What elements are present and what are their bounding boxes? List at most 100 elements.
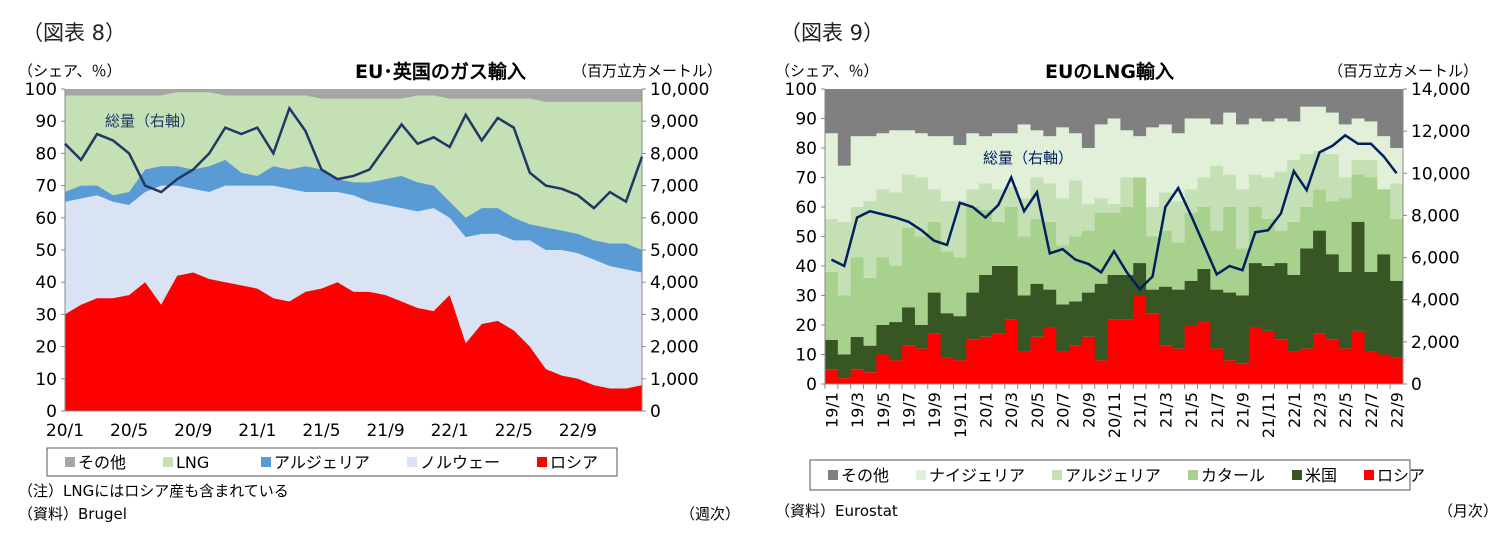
bar-segment-5 xyxy=(914,89,929,134)
bar-segment-2 xyxy=(1171,242,1186,290)
bar-segment-4 xyxy=(1338,124,1353,178)
bar-segment-5 xyxy=(1133,89,1147,137)
bar-segment-0 xyxy=(1081,336,1096,384)
bar-segment-5 xyxy=(1210,89,1224,125)
legend-swatch xyxy=(1364,470,1374,480)
bar-segment-1 xyxy=(1146,289,1160,314)
bar-segment-5 xyxy=(1081,89,1096,148)
left-tick-label: 100 xyxy=(25,80,57,100)
bar-segment-1 xyxy=(902,307,916,346)
bar-segment-2 xyxy=(979,209,993,275)
bar-segment-1 xyxy=(991,266,1006,334)
bar-segment-1 xyxy=(914,325,929,349)
bar-segment-2 xyxy=(1274,230,1288,264)
legend-label: カタール xyxy=(1201,466,1265,485)
bar-segment-4 xyxy=(1274,118,1288,172)
left-tick-label: 60 xyxy=(35,209,57,229)
bar-segment-1 xyxy=(979,274,993,337)
bar-segment-2 xyxy=(1364,177,1378,272)
bar-segment-1 xyxy=(876,325,890,355)
bar-segment-5 xyxy=(1300,89,1314,107)
bar-segment-0 xyxy=(1274,339,1288,384)
left-tick-label: 40 xyxy=(795,257,817,277)
right-tick-label: 3,000 xyxy=(650,305,699,325)
bar-segment-1 xyxy=(1351,221,1365,331)
bar-segment-2 xyxy=(914,236,929,325)
bar-segment-0 xyxy=(940,357,954,384)
bar-segment-0 xyxy=(1236,363,1250,384)
bar-segment-4 xyxy=(1094,124,1109,199)
bar-segment-0 xyxy=(1120,319,1134,384)
bar-segment-5 xyxy=(1236,89,1250,125)
legend-swatch xyxy=(65,457,75,467)
bar-segment-3 xyxy=(1300,153,1314,207)
x-tick-label: 21/5 xyxy=(302,421,340,441)
x-tick-label: 20/1 xyxy=(46,421,84,441)
bar-segment-3 xyxy=(1069,180,1083,237)
right-tick-label: 4,000 xyxy=(1411,291,1460,311)
bar-segment-0 xyxy=(1171,348,1186,384)
legend-label: ノルウェー xyxy=(420,453,500,472)
bar-segment-2 xyxy=(1107,212,1121,275)
bar-segment-4 xyxy=(1069,133,1083,181)
bar-segment-1 xyxy=(1300,248,1314,349)
bar-segment-3 xyxy=(1146,207,1160,237)
bar-segment-2 xyxy=(1313,189,1327,231)
bar-segment-4 xyxy=(1364,121,1378,160)
bar-segment-3 xyxy=(953,201,967,258)
left-tick-label: 90 xyxy=(35,112,57,132)
left-tick-label: 80 xyxy=(795,139,817,159)
bar-segment-4 xyxy=(1030,130,1044,178)
bar-segment-1 xyxy=(1120,274,1134,320)
bar-segment-0 xyxy=(837,378,852,384)
bar-segment-5 xyxy=(1146,89,1160,128)
bar-segment-2 xyxy=(1325,201,1340,255)
bar-segment-5 xyxy=(1313,89,1327,107)
bar-segment-4 xyxy=(966,133,980,190)
bar-segment-1 xyxy=(825,339,839,370)
chart-title: EU･英国のガス輸入 xyxy=(355,60,526,83)
bar-segment-4 xyxy=(1171,133,1186,202)
legend-label: その他 xyxy=(841,466,889,485)
bar-segment-5 xyxy=(979,89,993,137)
bar-segment-5 xyxy=(1069,89,1083,134)
bar-segment-1 xyxy=(1158,286,1173,346)
bar-segment-5 xyxy=(1017,89,1032,125)
note: （注）LNGにはロシア産も含まれている xyxy=(18,482,289,500)
bar-segment-5 xyxy=(1197,89,1211,119)
bar-segment-2 xyxy=(991,221,1006,266)
bar-segment-1 xyxy=(1236,295,1250,364)
left-tick-label: 50 xyxy=(35,241,57,261)
legend-swatch xyxy=(916,470,926,480)
bar-segment-1 xyxy=(1197,268,1211,323)
right-tick-label: 8,000 xyxy=(650,144,699,164)
bar-segment-3 xyxy=(1325,153,1340,202)
bar-segment-5 xyxy=(1248,89,1263,119)
legend-box xyxy=(809,459,1411,491)
x-tick-label: 22/1 xyxy=(1285,392,1304,428)
bar-segment-1 xyxy=(1274,263,1288,340)
bar-segment-4 xyxy=(940,136,954,202)
bar-segment-0 xyxy=(1313,333,1327,384)
bar-segment-5 xyxy=(953,89,967,146)
bar-segment-0 xyxy=(1351,330,1365,384)
bar-segment-5 xyxy=(1004,89,1019,134)
total-volume-line xyxy=(64,105,644,210)
legend-box xyxy=(46,447,618,477)
bar-segment-0 xyxy=(1197,322,1211,384)
bar-segment-1 xyxy=(927,292,942,334)
bar-segment-0 xyxy=(902,345,916,384)
bar-segment-5 xyxy=(1351,89,1365,119)
right-tick-label: 8,000 xyxy=(1411,206,1460,226)
legend-swatch xyxy=(407,457,417,467)
right-tick-label: 4,000 xyxy=(650,273,699,293)
bar-segment-4 xyxy=(927,136,942,190)
legend-label: 米国 xyxy=(1305,466,1337,485)
bar-segment-0 xyxy=(1338,348,1353,384)
bar-segment-2 xyxy=(1261,218,1276,266)
legend-label: ナイジェリア xyxy=(929,466,1025,485)
left-tick-label: 100 xyxy=(785,80,817,100)
figure-label: （図表 8） xyxy=(22,21,126,45)
bar-segment-1 xyxy=(1081,292,1096,337)
bar-segment-2 xyxy=(1197,207,1211,269)
